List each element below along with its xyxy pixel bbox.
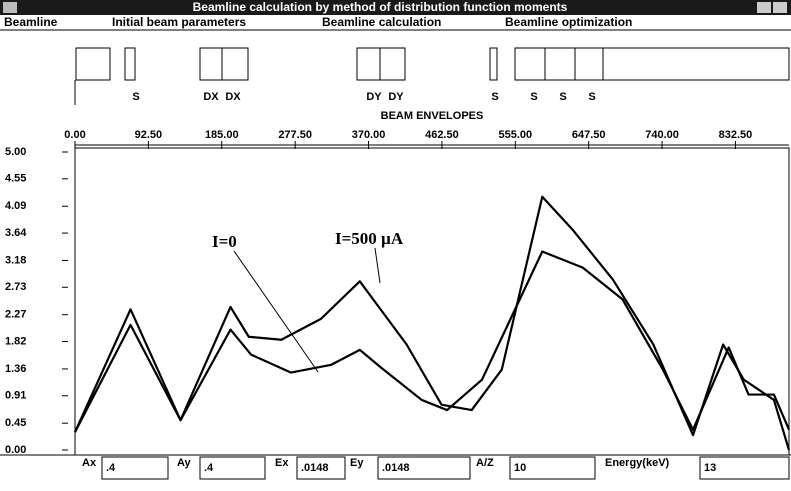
parameter-value: 10	[514, 462, 526, 474]
menu-item[interactable]: Beamline optimization	[505, 15, 632, 29]
x-tick-label: 647.50	[572, 129, 606, 141]
element-label: S	[559, 91, 566, 103]
chart-title: BEAM ENVELOPES	[381, 110, 484, 122]
element-label: DX	[203, 91, 219, 103]
envelope-line	[73, 195, 791, 451]
element-box	[124, 47, 136, 81]
maximize-button[interactable]	[773, 2, 787, 13]
y-tick-label: 0.00	[5, 444, 26, 456]
x-tick-label: 185.00	[205, 129, 239, 141]
x-tick-label: 555.00	[498, 129, 532, 141]
y-tick-label: 0.45	[5, 417, 26, 429]
parameter-label: Ex	[275, 457, 289, 469]
parameter-label: A/Z	[476, 457, 494, 469]
parameter-field[interactable]	[509, 456, 596, 480]
menu-item[interactable]: Beamline calculation	[322, 15, 441, 29]
x-tick-label: 277.50	[278, 129, 312, 141]
minimize-button[interactable]	[757, 2, 771, 13]
title-bar	[0, 0, 791, 15]
y-tick-label: 1.36	[5, 363, 26, 375]
annotation-leader	[233, 250, 319, 373]
x-tick-label: 0.00	[64, 129, 85, 141]
system-menu-button[interactable]	[3, 2, 17, 13]
parameter-field[interactable]	[296, 456, 346, 480]
parameter-label: Ax	[82, 457, 97, 469]
element-label: DY	[388, 91, 404, 103]
parameter-field[interactable]	[699, 456, 790, 480]
parameter-value: .4	[106, 462, 116, 474]
x-tick-label: 462.50	[425, 129, 459, 141]
element-box	[221, 47, 249, 81]
element-label: DY	[366, 91, 382, 103]
y-tick-label: 5.00	[5, 146, 26, 158]
element-diagram	[74, 47, 790, 105]
y-tick-label: 3.64	[5, 227, 27, 239]
element-box	[602, 47, 790, 81]
envelope-line	[74, 250, 791, 433]
x-tick-label: 832.50	[719, 129, 753, 141]
parameter-value: .0148	[382, 462, 410, 474]
parameter-value: .4	[204, 462, 214, 474]
parameter-value: 13	[704, 462, 716, 474]
y-tick-label: 2.73	[5, 281, 26, 293]
element-label: S	[588, 91, 595, 103]
parameter-label: Ay	[177, 457, 192, 469]
menu-item[interactable]: Beamline	[4, 15, 58, 29]
element-box	[356, 47, 381, 81]
x-tick-label: 92.50	[135, 129, 163, 141]
y-tick-label: 1.82	[5, 335, 26, 347]
element-box	[379, 47, 406, 81]
y-tick-label: 2.27	[5, 309, 26, 321]
element-box	[75, 47, 111, 81]
y-tick-label: 4.09	[5, 200, 26, 212]
element-label: DX	[225, 91, 241, 103]
element-box	[574, 47, 604, 81]
element-box	[514, 47, 546, 81]
x-tick-label: 370.00	[352, 129, 386, 141]
menu-item[interactable]: Initial beam parameters	[112, 15, 246, 29]
element-label: S	[132, 91, 139, 103]
element-box	[489, 47, 498, 81]
window-title: Beamline calculation by method of distri…	[193, 0, 568, 14]
curve-label: I=500 µA	[335, 229, 404, 248]
parameter-field[interactable]	[101, 456, 169, 480]
curve-label: I=0	[212, 232, 237, 251]
annotation-leader	[374, 247, 381, 284]
y-tick-label: 3.18	[5, 254, 26, 266]
y-tick-label: 0.91	[5, 390, 26, 402]
parameter-label: Ey	[350, 457, 364, 469]
parameter-field[interactable]	[199, 456, 266, 480]
y-tick-label: 4.55	[5, 173, 26, 185]
element-label: S	[491, 91, 498, 103]
element-box	[199, 47, 223, 81]
element-label: S	[530, 91, 537, 103]
parameter-value: .0148	[301, 462, 329, 474]
x-tick-label: 740.00	[645, 129, 679, 141]
parameter-field[interactable]	[377, 456, 471, 480]
element-box	[544, 47, 576, 81]
parameter-label: Energy(keV)	[605, 457, 670, 469]
